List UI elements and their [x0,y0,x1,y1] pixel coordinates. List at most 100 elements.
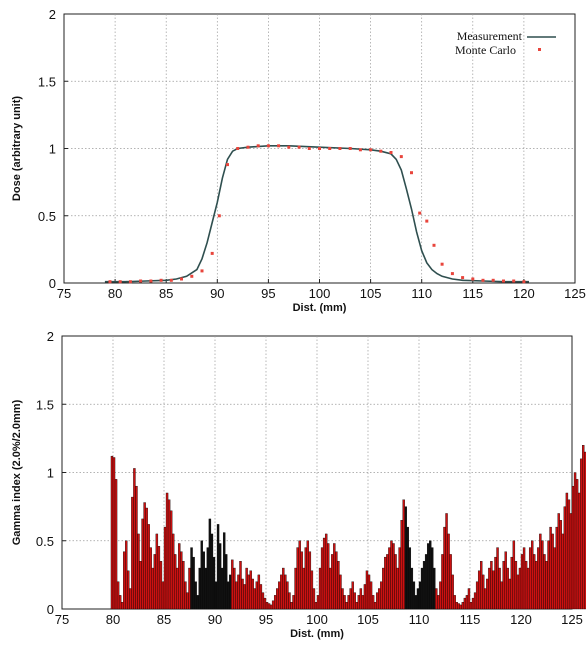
gamma-bar [149,547,152,610]
gamma-bar [343,595,346,610]
x-tick-label: 95 [261,286,275,301]
monte-carlo-point [307,147,311,150]
gamma-bar [239,561,242,610]
gamma-bar [414,595,418,610]
gamma-bar [276,588,279,610]
gamma-bar [202,551,205,610]
gamma-bar [455,601,458,610]
gamma-bar [451,574,454,610]
y-tick-label: 0.5 [38,209,56,224]
y-tick-label: 1.5 [36,397,54,412]
gamma-bar [467,588,471,610]
gamma-bar [484,588,487,610]
gamma-bar [174,554,177,610]
gamma-bar [531,540,534,610]
gamma-bar [547,540,550,610]
gamma-bar [333,543,336,610]
monte-carlo-point [425,219,429,223]
gamma-bar [386,554,389,610]
gamma-bar [243,584,246,610]
gamma-bar [176,567,179,610]
gamma-bar [522,547,526,610]
gamma-bar [286,581,289,610]
gamma-bar [241,578,244,610]
gamma-bar [384,556,387,610]
x-tick-label: 75 [57,286,71,301]
gamma-bar [512,540,516,610]
gamma-bar [526,567,530,610]
gamma-bar [310,570,314,610]
x-tick-label: 125 [561,612,583,627]
gamma-bar [461,601,465,610]
dose-y-axis-label: Dose (arbitrary unit) [11,96,23,201]
gamma-bar [327,543,330,610]
x-tick-label: 80 [106,612,120,627]
gamma-bar [278,581,281,610]
gamma-bar [353,592,356,610]
gamma-bar [518,567,522,610]
gamma-bar [369,581,373,610]
gamma-bar [400,520,403,610]
gamma-bar [447,533,450,610]
gamma-bar [159,561,163,610]
gamma-bar [231,559,234,610]
gamma-bar [265,601,269,610]
gamma-bar [435,588,438,610]
gamma-bar [339,574,342,610]
monte-carlo-point [481,278,485,282]
gamma-bar [380,581,383,610]
x-tick-label: 90 [210,286,224,301]
gamma-bar [233,567,236,610]
monte-carlo-point [471,277,475,281]
monte-carlo-point [440,262,444,266]
gamma-bar [424,554,428,610]
gamma-bar [133,468,136,610]
gamma-bar [112,457,116,610]
gamma-bar [237,574,240,610]
gamma-bar [253,588,256,610]
gamma-bar [437,595,440,610]
monte-carlo-point [369,148,373,152]
gamma-bar [480,561,483,610]
monte-carlo-point [159,278,163,282]
gamma-bar [290,601,293,610]
gamma-bar [129,588,132,610]
dose-legend: Measurement Monte Carlo [455,29,556,57]
gamma-bar [410,567,414,610]
gamma-bar [157,546,161,610]
gamma-bar [329,567,332,610]
monte-carlo-point [236,147,240,150]
gamma-bar [577,492,581,610]
monte-carlo-point [389,151,393,154]
gamma-bar [324,533,328,610]
gamma-bar [494,556,497,610]
y-tick-label: 1 [49,142,56,157]
gamma-bar [169,510,173,610]
gamma-bar [429,540,432,610]
gamma-bar [394,554,397,610]
gamma-bar [559,520,562,610]
gamma-bar [569,513,573,610]
monte-carlo-point [399,155,403,159]
gamma-bar [502,561,505,610]
gamma-bar [351,581,354,610]
monte-carlo-point [491,278,495,282]
x-tick-label: 115 [460,612,481,627]
x-tick-label: 85 [157,612,171,627]
monte-carlo-point [522,280,526,284]
gamma-bar [235,581,238,610]
gamma-bar [322,537,326,610]
gamma-bar [422,561,426,610]
gamma-bar [280,574,283,610]
gamma-bar [184,581,187,610]
measurement-line [104,145,529,283]
monte-carlo-point [256,144,260,148]
y-tick-label: 2 [49,7,56,22]
gamma-bar [408,547,412,610]
gamma-bar [504,551,507,610]
gamma-bar [355,601,358,610]
gamma-bar [135,485,138,610]
gamma-bar [204,567,208,610]
gamma-bar [535,561,538,610]
gamma-bar [396,567,399,610]
